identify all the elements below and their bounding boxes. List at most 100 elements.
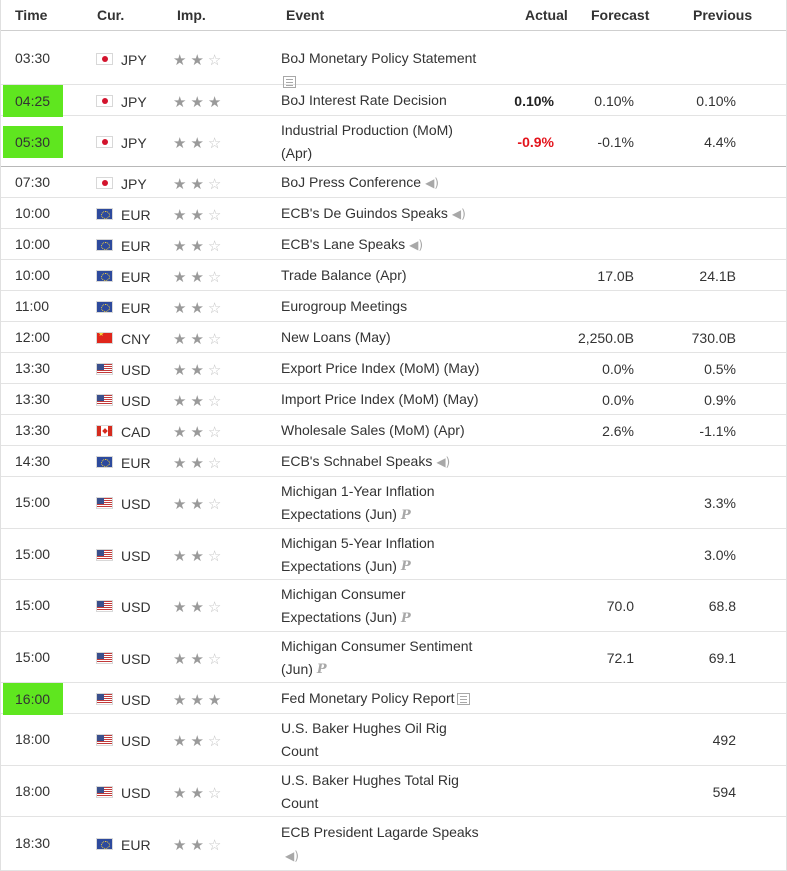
calendar-row[interactable]: 18:00 USD ★★☆ U.S. Baker Hughes Oil Rig Coun…	[1, 714, 786, 766]
event-name-line: New Loans (May)	[281, 326, 501, 349]
calendar-row[interactable]: 15:00 USD ★★☆ Michigan Consumer Sentiment (J…	[1, 632, 786, 683]
event-name[interactable]: Fed Monetary Policy Report	[281, 687, 501, 710]
event-name-text: Expectations (Jun)	[281, 557, 397, 574]
event-name[interactable]: Export Price Index (MoM) (May)	[281, 357, 501, 380]
event-name[interactable]: New Loans (May)	[281, 326, 501, 349]
star-filled-icon: ★	[173, 92, 191, 111]
star-filled-icon: ★	[173, 422, 191, 441]
jp-flag-icon	[96, 135, 113, 148]
speaker-icon[interactable]: ◀)	[409, 237, 424, 252]
event-name-text: Eurogroup Meetings	[281, 298, 408, 314]
forecast-value: 0.0%	[602, 391, 634, 408]
forecast-value: 2.6%	[602, 422, 634, 439]
importance-stars: ★★☆	[173, 300, 225, 316]
event-name[interactable]: Michigan 1-Year Inflation Expectations (J…	[281, 480, 501, 527]
event-time: 18:00	[15, 731, 51, 747]
star-empty-icon: ☆	[207, 205, 226, 224]
event-name[interactable]: Michigan 5-Year Inflation Expectations (J…	[281, 532, 501, 579]
event-time: 14:30	[15, 452, 51, 469]
currency-code: EUR	[121, 206, 151, 223]
currency-code: EUR	[121, 299, 151, 316]
event-name-line: Export Price Index (MoM) (May)	[281, 357, 501, 380]
document-icon[interactable]	[456, 693, 470, 706]
eu-flag-icon	[96, 455, 113, 468]
calendar-row[interactable]: 07:30 JPY ★★☆ BoJ Press Conference ◀)	[1, 167, 786, 198]
importance-stars: ★★☆	[173, 599, 225, 615]
event-time: 13:30	[15, 421, 51, 438]
event-name-line: (Jun) P	[281, 658, 501, 682]
event-name-line: Expectations (Jun) P	[281, 503, 501, 527]
speaker-icon[interactable]: ◀)	[451, 206, 466, 221]
speaker-icon[interactable]: ◀)	[425, 175, 439, 190]
calendar-row[interactable]: 03:30 JPY ★★☆ BoJ Monetary Policy Statement	[1, 32, 786, 89]
event-name[interactable]: ECB's De Guindos Speaks ◀)	[281, 202, 501, 226]
event-name-text: Count	[281, 743, 319, 759]
importance-stars: ★★☆	[173, 455, 225, 471]
event-name[interactable]: Wholesale Sales (MoM) (Apr)	[281, 419, 501, 442]
star-empty-icon: ☆	[207, 495, 226, 513]
star-empty-icon: ☆	[207, 298, 226, 317]
calendar-row[interactable]: 13:30 USD ★★☆ Import Price Index (MoM) (May…	[1, 384, 786, 415]
us-flag-icon	[96, 362, 113, 375]
event-name[interactable]: ECB's Schnabel Speaks ◀)	[281, 450, 501, 474]
calendar-row[interactable]: 18:00 USD ★★☆ U.S. Baker Hughes Total Rig Co…	[1, 766, 786, 817]
star-empty-icon: ☆	[207, 360, 226, 379]
star-empty-icon: ☆	[207, 783, 226, 802]
event-name[interactable]: U.S. Baker Hughes Oil Rig Count	[281, 717, 501, 763]
event-time: 10:00	[15, 266, 51, 283]
event-name-line: BoJ Interest Rate Decision	[281, 89, 501, 112]
calendar-row[interactable]: 13:30 CAD ★★☆ Wholesale Sales (MoM) (Apr) 2.…	[1, 415, 786, 446]
calendar-row[interactable]: 04:25 JPY ★★★ BoJ Interest Rate Decision 0.1…	[1, 84, 786, 117]
event-name[interactable]: ECB's Lane Speaks ◀)	[281, 233, 501, 257]
event-name[interactable]: ECB President Lagarde Speaks ◀)	[281, 821, 501, 868]
calendar-row[interactable]: 16:00 USD ★★★ Fed Monetary Policy Report	[1, 682, 786, 715]
event-name-text: Industrial Production (MoM)	[281, 121, 453, 138]
document-icon[interactable]	[283, 76, 296, 89]
forecast-value: 2,250.0B	[577, 329, 634, 346]
calendar-row[interactable]: 18:30 EUR ★★☆ ECB President Lagarde Speaks ◀…	[1, 817, 786, 871]
event-time: 15:00	[15, 545, 51, 562]
actual-value: -0.9%	[517, 133, 554, 150]
calendar-row[interactable]: 10:00 EUR ★★☆ Trade Balance (Apr) 17.0B 24.1B	[1, 260, 786, 291]
calendar-row[interactable]: 11:00 EUR ★★☆ Eurogroup Meetings	[1, 291, 786, 322]
event-name[interactable]: Trade Balance (Apr)	[281, 264, 501, 287]
event-name[interactable]: BoJ Monetary Policy Statement	[281, 47, 501, 93]
forecast-value: 0.10%	[594, 92, 634, 109]
calendar-row[interactable]: 05:30 JPY ★★☆ Industrial Production (MoM) (A…	[1, 116, 786, 167]
event-icon-line	[281, 70, 501, 93]
currency-code: EUR	[121, 268, 151, 285]
calendar-row[interactable]: 10:00 EUR ★★☆ ECB's De Guindos Speaks ◀)	[1, 198, 786, 229]
calendar-row[interactable]: 15:00 USD ★★☆ Michigan Consumer Expectations…	[1, 580, 786, 632]
importance-stars: ★★☆	[173, 548, 225, 564]
speaker-icon[interactable]: ◀)	[436, 454, 451, 469]
event-name[interactable]: BoJ Interest Rate Decision	[281, 89, 501, 112]
forecast-value: 70.0	[606, 598, 634, 614]
event-name-text: Count	[281, 794, 319, 811]
event-name[interactable]: Michigan Consumer Expectations (Jun) P	[281, 583, 501, 630]
event-name[interactable]: U.S. Baker Hughes Total Rig Count	[281, 769, 501, 815]
event-name-line: Michigan Consumer	[281, 583, 501, 606]
calendar-row[interactable]: 15:00 USD ★★☆ Michigan 1-Year Inflation Expe…	[1, 477, 786, 529]
star-filled-icon: ★	[190, 236, 208, 255]
calendar-row[interactable]: 15:00 USD ★★☆ Michigan 5-Year Inflation Expe…	[1, 529, 786, 580]
event-name-text: Michigan 1-Year Inflation	[281, 483, 435, 499]
event-name[interactable]: BoJ Press Conference ◀)	[281, 171, 501, 195]
calendar-row[interactable]: 14:30 EUR ★★☆ ECB's Schnabel Speaks ◀)	[1, 446, 786, 477]
event-name-line: U.S. Baker Hughes Oil Rig	[281, 717, 501, 740]
star-filled-icon: ★	[190, 50, 208, 69]
calendar-row[interactable]: 10:00 EUR ★★☆ ECB's Lane Speaks ◀)	[1, 229, 786, 260]
event-name-line: Michigan 1-Year Inflation	[281, 480, 501, 503]
event-name-line: ECB's Schnabel Speaks ◀)	[281, 450, 501, 474]
speaker-icon[interactable]: ◀)	[285, 848, 299, 863]
importance-stars: ★★☆	[173, 269, 225, 285]
event-name[interactable]: Eurogroup Meetings	[281, 295, 501, 318]
event-name[interactable]: Industrial Production (MoM) (Apr)	[281, 119, 501, 165]
star-filled-icon: ★	[190, 391, 208, 410]
star-empty-icon: ☆	[207, 649, 226, 668]
previous-value: 492	[712, 732, 736, 748]
event-time: 18:00	[15, 782, 51, 799]
calendar-row[interactable]: 13:30 USD ★★☆ Export Price Index (MoM) (May…	[1, 353, 786, 384]
event-name[interactable]: Import Price Index (MoM) (May)	[281, 388, 501, 411]
event-name[interactable]: Michigan Consumer Sentiment (Jun) P	[281, 635, 501, 682]
